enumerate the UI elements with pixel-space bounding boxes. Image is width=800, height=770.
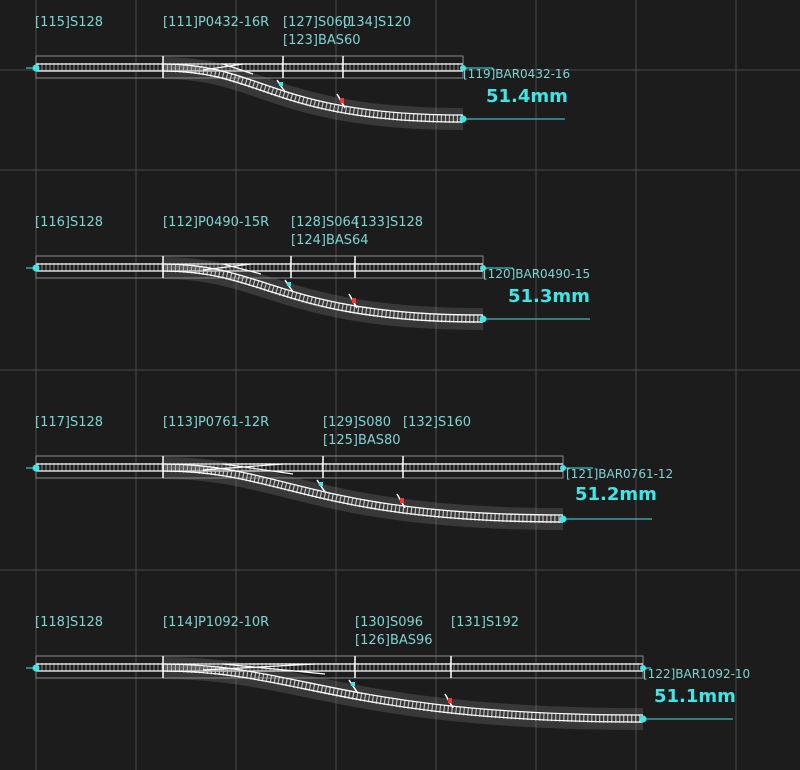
rail [162,663,644,716]
track-label-straight: [133]S128 [355,215,424,230]
branch-ties [162,464,564,523]
track-label-straight: [131]S192 [451,615,520,630]
track-label-point: [114]P1092-10R [163,615,270,630]
rail [162,463,564,516]
track-label-straight: [115]S128 [35,15,104,30]
joint-marker [279,82,283,86]
track-label-curve: [122]BAR1092-10 [643,667,751,681]
track-label-curve: [121]BAR0761-12 [566,467,674,481]
track-label-point: [112]P0490-15R [163,215,270,230]
rail [162,470,564,523]
joint-marker [352,298,356,303]
rail [162,270,484,323]
track-label-curve: [120]BAR0490-15 [483,267,591,281]
track-label-straight: [128]S064 [291,215,360,230]
joint-marker [287,282,291,286]
branch-track [162,657,644,730]
measurement-value: 51.3mm [508,286,590,307]
rail [162,63,464,116]
frog-rail [222,63,254,75]
track-label-adjuster: [124]BAS64 [291,233,369,248]
straight-track [35,655,644,679]
measurement-value: 51.4mm [486,86,568,107]
measurement-value: 51.1mm [654,686,736,707]
frog-rail [222,263,262,275]
rail [162,70,464,123]
frog-rail [222,663,326,675]
track-label-straight: [132]S160 [403,415,472,430]
track-label-straight: [134]S120 [343,15,412,30]
frog-rail [202,63,244,71]
track-label-point: [113]P0761-12R [163,415,270,430]
joint-marker [448,698,452,703]
track-label-straight: [117]S128 [35,415,104,430]
branch-ties [162,264,484,323]
joint-marker [319,482,323,486]
joint-marker [340,98,344,103]
joint-marker [351,682,355,686]
joint-marker [400,498,404,503]
track-label-curve: [119]BAR0432-16 [463,67,571,81]
branch-ties [162,64,464,123]
track-label-straight: [130]S096 [355,615,424,630]
rail [162,263,484,316]
track-label-adjuster: [125]BAS80 [323,433,401,448]
straight-track [35,455,564,479]
track-label-point: [111]P0432-16R [163,15,270,30]
measurement-value: 51.2mm [575,484,657,505]
track-label-straight: [118]S128 [35,615,104,630]
track-label-straight: [127]S060 [283,15,352,30]
track-label-adjuster: [123]BAS60 [283,33,361,48]
track-label-straight: [116]S128 [35,215,104,230]
frog-rail [202,263,252,271]
track-label-adjuster: [126]BAS96 [355,633,433,648]
track-label-straight: [129]S080 [323,415,392,430]
rail [162,670,644,723]
frog-rail [222,463,294,475]
